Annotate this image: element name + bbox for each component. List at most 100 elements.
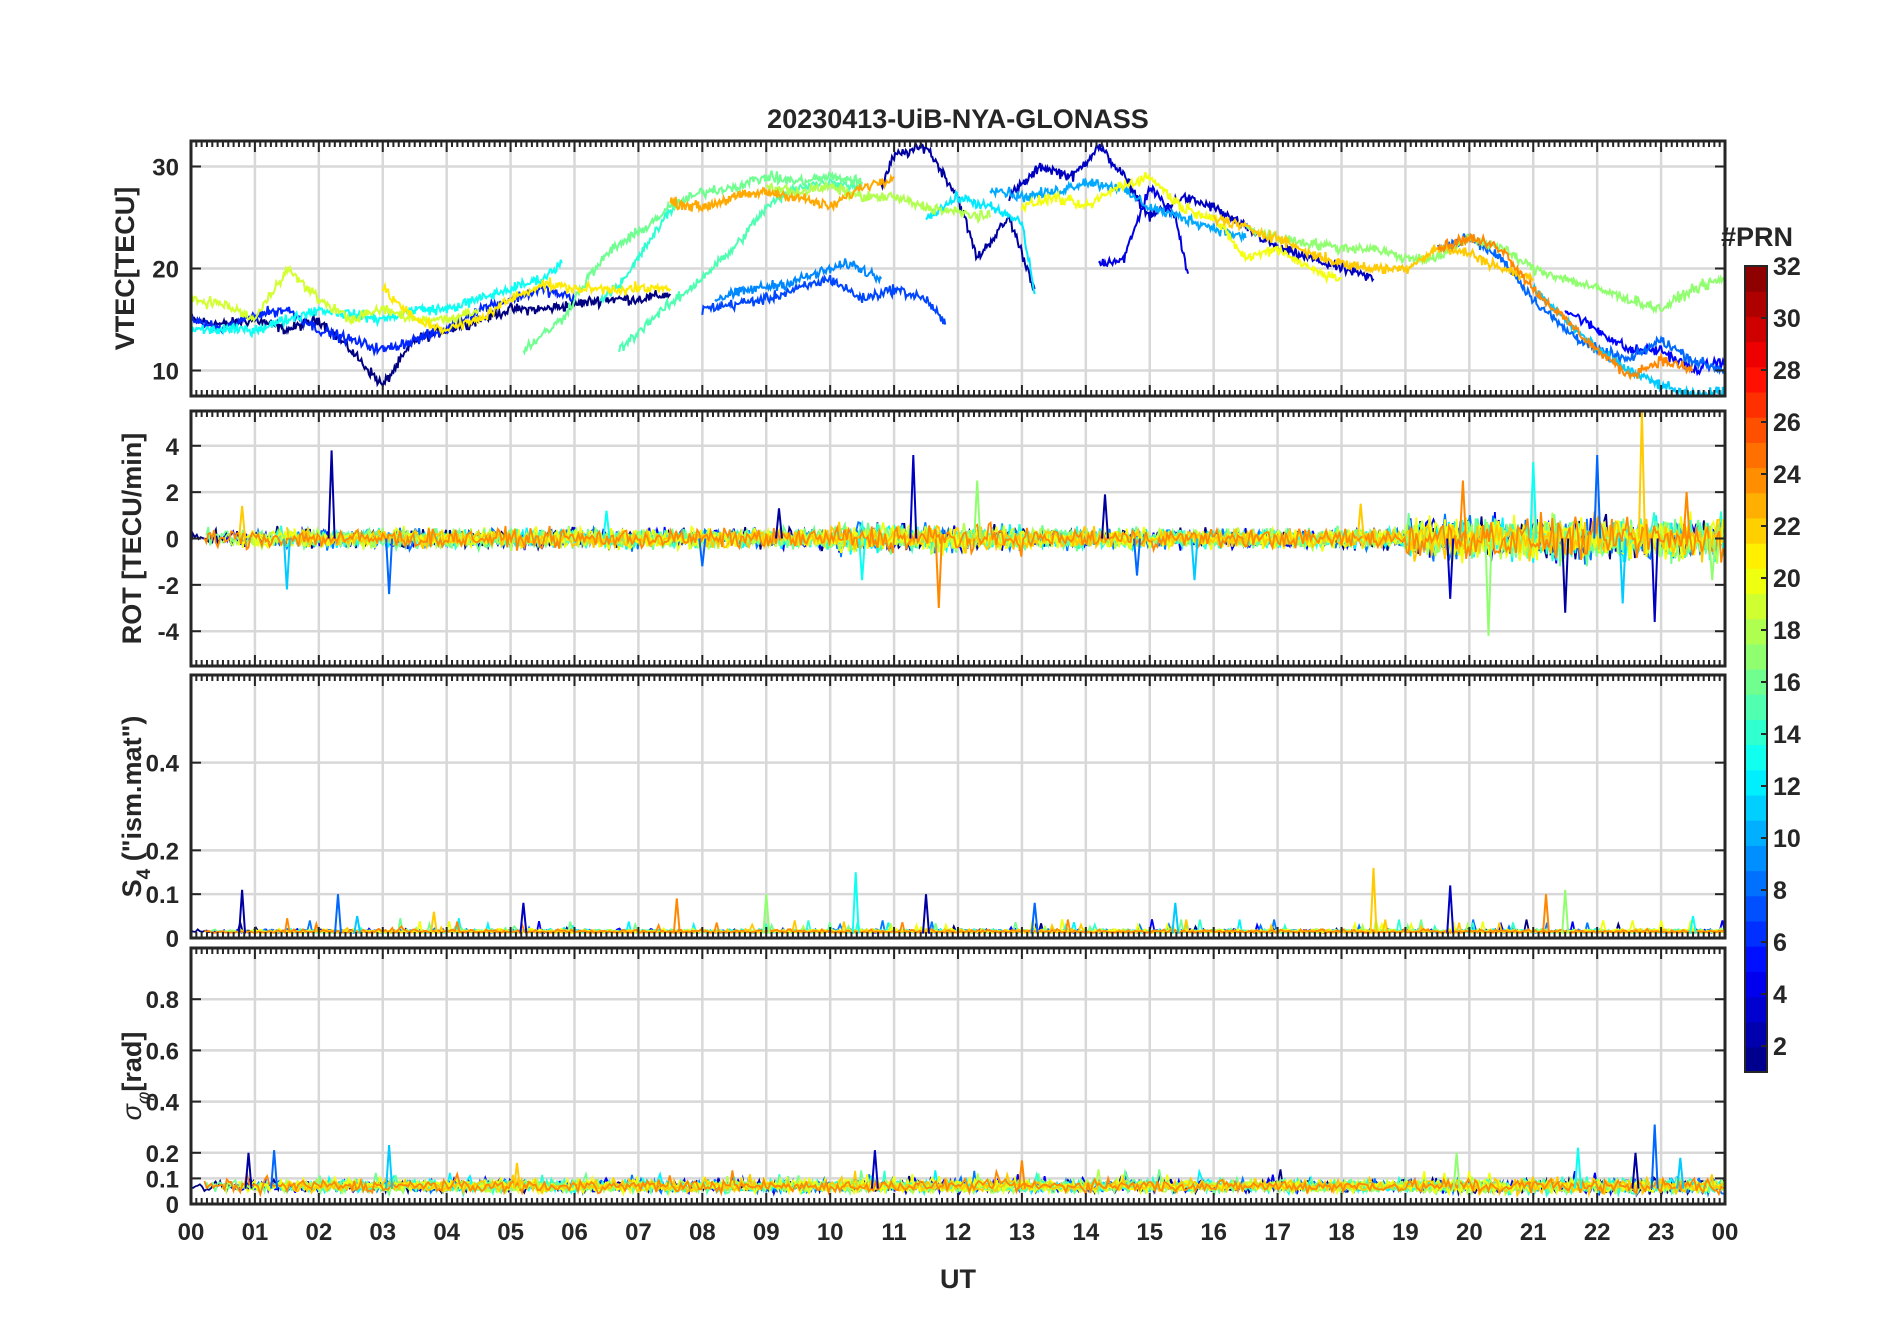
x-tick-label: 22 <box>1584 1219 1611 1246</box>
x-tick-label: 00 <box>1712 1219 1739 1246</box>
colorbar-tick-label: 18 <box>1773 617 1801 645</box>
x-tick-label: 01 <box>242 1219 269 1246</box>
colorbar-segment <box>1745 316 1767 343</box>
rot-spike <box>1637 411 1646 539</box>
y-tick-label: 10 <box>152 359 179 386</box>
colorbar-tick-label: 4 <box>1773 981 1787 1009</box>
vtec-line-prn-21 <box>381 277 672 337</box>
x-tick-label: 23 <box>1648 1219 1675 1246</box>
figure-title: 20230413-UiB-NYA-GLONASS <box>767 104 1149 134</box>
s4-spike <box>1561 889 1570 934</box>
vtec-line-prn-18 <box>765 180 991 225</box>
x-axis-label: UT <box>940 1264 976 1294</box>
s4-spike <box>922 894 930 934</box>
x-tick-label: 02 <box>305 1219 332 1246</box>
sigphi-spike <box>513 1162 521 1189</box>
y-tick-label: 4 <box>166 434 180 461</box>
colorbar-segment <box>1745 920 1767 947</box>
colorbar-segment <box>1745 568 1767 595</box>
colorbar-segment <box>1745 669 1767 695</box>
series-rot <box>191 411 1724 636</box>
colorbar-segment <box>1745 1046 1767 1073</box>
x-tick-label: 18 <box>1328 1219 1355 1246</box>
vtec-line-prn-9 <box>714 258 883 303</box>
sigphi-spike <box>1676 1157 1685 1189</box>
y-tick-label: 0.2 <box>146 838 179 865</box>
s4-spike <box>238 889 247 934</box>
x-tick-label: 17 <box>1264 1219 1291 1246</box>
rot-spike <box>327 450 336 539</box>
x-ticks-vtec <box>190 141 1726 396</box>
s4-spike <box>334 894 342 934</box>
s4-spike <box>353 915 362 934</box>
colorbar-segment <box>1745 996 1767 1023</box>
vtec-line-prn-8 <box>1436 233 1725 376</box>
y-tick-label: 0 <box>166 1192 179 1219</box>
rot-spike <box>1708 538 1717 581</box>
colorbar-tick-label: 6 <box>1773 929 1787 957</box>
s4-spike <box>851 872 860 934</box>
rot-spike <box>1593 454 1602 539</box>
y-tick-label: 20 <box>152 257 179 284</box>
x-tick-label: 09 <box>753 1219 780 1246</box>
colorbar-segment <box>1745 971 1767 998</box>
colorbar-segment <box>1745 391 1767 418</box>
y-axis-rot: -4 -2 0 2 4 <box>158 434 1725 646</box>
panel-rot: -4 -2 0 2 4 ROT [TECU/min] <box>117 409 1727 668</box>
colorbar-segment <box>1745 442 1767 469</box>
sigphi-line-prn-23 <box>203 1168 1724 1198</box>
sigphi-spike <box>1017 1160 1026 1189</box>
colorbar-segment <box>1745 820 1767 846</box>
colorbar-segment <box>1745 341 1767 368</box>
y-tick-label: -2 <box>158 573 179 600</box>
series-vtec <box>191 141 1725 396</box>
y-tick-label: 30 <box>152 155 179 182</box>
x-tick-label: 13 <box>1009 1219 1036 1246</box>
colorbar-segment <box>1745 291 1767 317</box>
s4-spike <box>519 902 528 934</box>
colorbar-tick-label: 10 <box>1773 825 1801 853</box>
sigphi-line-prn-21 <box>286 1170 1724 1198</box>
vtec-line-prn-23 <box>669 173 895 214</box>
x-tick-label: 05 <box>497 1219 524 1246</box>
x-tick-label: 19 <box>1392 1219 1419 1246</box>
rot-spike <box>238 505 247 539</box>
x-axis: 00 01 02 03 04 05 06 07 08 09 10 11 12 13 14 15 16 17 18 19… <box>178 1219 1739 1246</box>
y-tick-label: 0.4 <box>146 751 180 778</box>
colorbar-segment <box>1745 417 1767 443</box>
rot-spike <box>1529 461 1538 539</box>
colorbar-frame <box>1744 265 1768 1073</box>
colorbar-tick-label: 26 <box>1773 409 1801 437</box>
colorbar-segment <box>1745 845 1767 872</box>
s4-spike <box>1689 915 1697 934</box>
colorbar-segment <box>1745 543 1767 569</box>
sigphi-spike <box>1650 1124 1659 1189</box>
sigphi-spike <box>270 1150 279 1189</box>
vtec-line-prn-7 <box>701 274 947 325</box>
x-ticks-rot <box>190 411 1726 666</box>
panel-s4: 0 0.1 0.2 0.4S4 ("ism.mat") <box>117 673 1727 953</box>
s4-spike <box>1369 867 1378 934</box>
x-tick-label: 15 <box>1136 1219 1163 1246</box>
s4-spike <box>1030 902 1039 934</box>
x-tick-label: 03 <box>369 1219 396 1246</box>
rot-spike <box>1190 538 1199 581</box>
colorbar-segment <box>1745 266 1767 292</box>
x-tick-label: 11 <box>881 1219 906 1246</box>
colorbar-segment <box>1745 769 1767 796</box>
colorbar-segment <box>1745 794 1767 821</box>
x-tick-label: 06 <box>561 1219 588 1246</box>
colorbar-segment <box>1745 946 1767 972</box>
panel-sigphi: 00.10.2 0.4 0.6 0.8 σφ[rad] <box>117 946 1727 1219</box>
x-tick-label: 16 <box>1200 1219 1227 1246</box>
y-tick-label: 2 <box>166 480 179 507</box>
colorbar-segment <box>1745 593 1767 620</box>
rot-spike <box>1561 538 1570 613</box>
colorbar-tick-label: 22 <box>1773 513 1801 541</box>
rot-spike <box>1133 538 1141 576</box>
rot-spike <box>934 538 943 609</box>
colorbar-tick-label: 30 <box>1773 305 1801 333</box>
